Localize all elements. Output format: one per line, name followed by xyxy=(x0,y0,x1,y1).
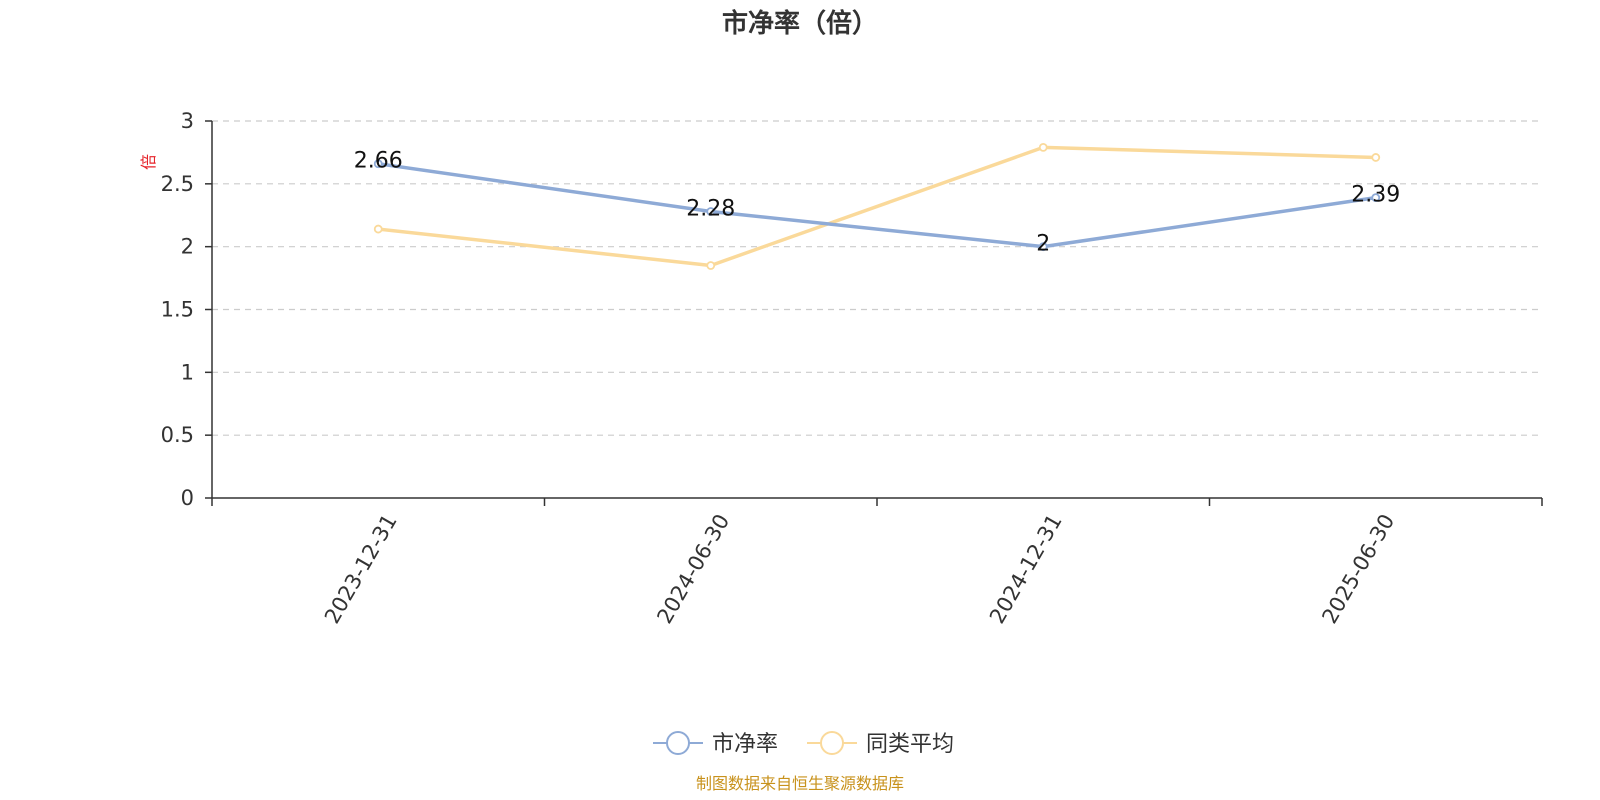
y-axis: 0 0.5 1 1.5 2 2.5 3 xyxy=(161,109,213,510)
series-point-0[interactable] xyxy=(1038,242,1048,252)
y-tick-label: 3 xyxy=(181,109,194,133)
legend-label: 同类平均 xyxy=(866,732,954,757)
legend-label: 市净率 xyxy=(712,732,778,757)
y-tick-label: 2 xyxy=(181,235,194,259)
legend-item-1[interactable]: 同类平均 xyxy=(807,731,954,757)
data-label: 2.28 xyxy=(686,196,735,221)
data-source-note: 制图数据来自恒生聚源数据库 xyxy=(696,774,904,793)
series-point-0[interactable] xyxy=(706,207,716,216)
x-tick-label: 2023-12-31 xyxy=(320,510,402,628)
series-layer xyxy=(373,142,1381,270)
gridlines xyxy=(212,120,1542,436)
data-labels: 2.66 2.28 2 2.39 xyxy=(354,149,1400,257)
series-line-0 xyxy=(378,161,1377,249)
series-point-0[interactable] xyxy=(373,159,383,169)
chart-title: 市净率（倍） xyxy=(722,8,878,39)
x-tick-label: 2025-06-30 xyxy=(1317,510,1399,628)
legend: 市净率 同类平均 xyxy=(653,731,954,757)
series-point-1[interactable] xyxy=(1038,142,1048,152)
series-point-1[interactable] xyxy=(373,224,383,234)
y-tick-label: 1 xyxy=(181,360,194,384)
series-point-1[interactable] xyxy=(706,261,716,270)
series-line-1 xyxy=(378,145,1376,268)
data-label: 2.66 xyxy=(354,149,403,174)
x-axis: 2023-12-31 2024-06-30 2024-12-31 2025-06-30 xyxy=(211,497,1543,628)
legend-circle-icon xyxy=(666,731,690,755)
data-label: 2 xyxy=(1036,232,1050,257)
x-tick-label: 2024-06-30 xyxy=(652,510,734,628)
y-tick-label: 1.5 xyxy=(161,298,194,322)
y-tick-label: 2.5 xyxy=(161,172,194,196)
y-axis-unit-label: 倍 xyxy=(139,154,158,170)
legend-circle-icon xyxy=(820,731,844,755)
y-tick-label: 0 xyxy=(181,486,194,510)
x-tick-label: 2024-12-31 xyxy=(985,510,1067,628)
legend-item-0[interactable]: 市净率 xyxy=(653,731,778,757)
series-point-1[interactable] xyxy=(1371,153,1381,162)
data-label: 2.39 xyxy=(1351,183,1400,208)
y-tick-label: 0.5 xyxy=(161,423,194,447)
series-point-0[interactable] xyxy=(1371,193,1381,203)
